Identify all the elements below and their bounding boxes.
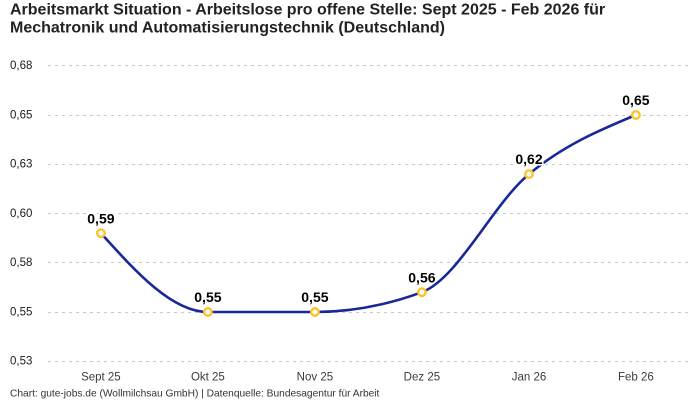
- svg-text:0,63: 0,63: [10, 159, 32, 171]
- svg-text:0,65: 0,65: [622, 92, 649, 108]
- svg-text:0,65: 0,65: [10, 109, 32, 121]
- svg-text:0,55: 0,55: [301, 289, 328, 305]
- svg-text:Mechatronik und Automatisierun: Mechatronik und Automatisierungstechnik …: [10, 20, 445, 37]
- svg-text:Arbeitsmarkt Situation - Arbei: Arbeitsmarkt Situation - Arbeitslose pro…: [10, 2, 605, 19]
- svg-text:Nov 25: Nov 25: [297, 371, 333, 383]
- svg-text:0,53: 0,53: [10, 356, 32, 368]
- svg-text:Okt 25: Okt 25: [191, 371, 225, 383]
- svg-text:0,62: 0,62: [515, 151, 542, 167]
- svg-text:Feb 26: Feb 26: [618, 371, 654, 383]
- svg-text:0,56: 0,56: [408, 269, 435, 285]
- svg-text:Jan 26: Jan 26: [512, 371, 547, 383]
- svg-text:0,55: 0,55: [10, 306, 32, 318]
- svg-text:Dez 25: Dez 25: [404, 371, 440, 383]
- svg-text:Sept 25: Sept 25: [81, 371, 121, 383]
- svg-text:Chart: gute-jobs.de (Wollmilch: Chart: gute-jobs.de (Wollmilchsau GmbH) …: [10, 388, 380, 399]
- svg-text:0,55: 0,55: [194, 289, 221, 305]
- svg-text:0,59: 0,59: [87, 210, 114, 226]
- svg-text:0,68: 0,68: [10, 60, 32, 72]
- svg-text:0,60: 0,60: [10, 208, 32, 220]
- svg-text:0,58: 0,58: [10, 257, 32, 269]
